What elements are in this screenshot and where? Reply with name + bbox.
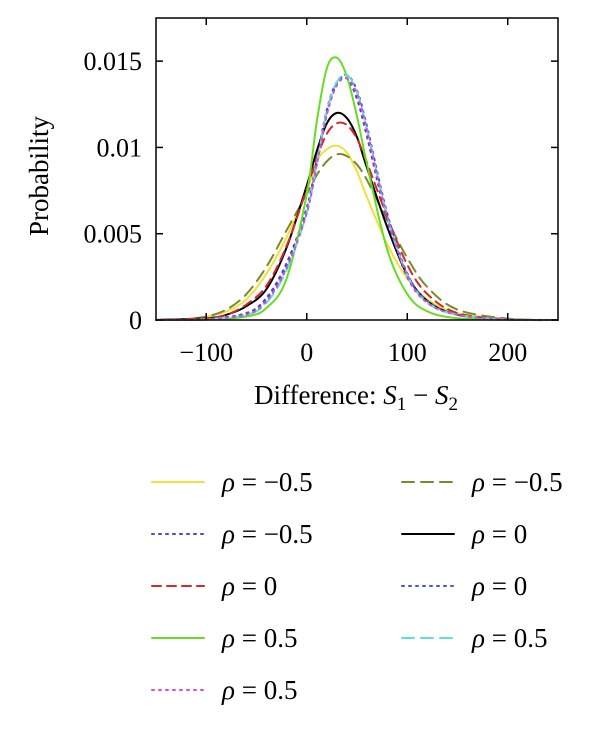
y-tick-label: 0 bbox=[129, 306, 142, 335]
x-axis-title-sub-b: 2 bbox=[448, 394, 458, 415]
series-line-8 bbox=[155, 77, 559, 322]
x-axis-title-op: − bbox=[406, 380, 435, 410]
series-line-1 bbox=[155, 152, 559, 321]
legend-rho-symbol: ρ bbox=[221, 467, 235, 497]
legend-value: = 0.5 bbox=[485, 623, 547, 653]
legend-item: ρ = −0.5 bbox=[151, 467, 313, 497]
legend-value: = 0.5 bbox=[235, 675, 297, 705]
plot-lines bbox=[155, 56, 559, 322]
y-tick-label: 0.015 bbox=[84, 47, 143, 76]
series-line-4 bbox=[155, 121, 559, 322]
legend-label: ρ = 0.5 bbox=[221, 675, 297, 705]
series-line-7 bbox=[155, 73, 559, 322]
x-axis-title-var-b: S bbox=[435, 380, 449, 410]
legend-label: ρ = −0.5 bbox=[221, 467, 313, 497]
plot-frame bbox=[155, 17, 559, 321]
legend-item: ρ = −0.5 bbox=[401, 467, 563, 497]
legend-item: ρ = 0 bbox=[151, 571, 277, 601]
legend-label: ρ = 0 bbox=[471, 571, 527, 601]
tick-labels: −100 0 100 200 0 0.005 0.01 0.015 bbox=[84, 47, 528, 367]
legend-value: = 0.5 bbox=[235, 623, 297, 653]
legend-rho-symbol: ρ bbox=[471, 467, 485, 497]
legend-item: ρ = 0 bbox=[401, 571, 527, 601]
legend-item: ρ = 0 bbox=[401, 519, 527, 549]
x-tick-label: 0 bbox=[300, 338, 313, 367]
legend-label: ρ = 0 bbox=[471, 519, 527, 549]
x-axis-title-var-a: S bbox=[383, 380, 397, 410]
series-line-0 bbox=[155, 144, 559, 321]
y-tick-label: 0.005 bbox=[84, 220, 143, 249]
y-tick-label: 0.01 bbox=[97, 133, 143, 162]
legend-item: ρ = 0.5 bbox=[151, 675, 297, 705]
legend-rho-symbol: ρ bbox=[221, 675, 235, 705]
x-tick-label: 200 bbox=[488, 338, 527, 367]
x-axis-title: Difference: S1 − S2 bbox=[254, 380, 458, 415]
x-axis-title-sub-a: 1 bbox=[397, 394, 407, 415]
legend-value: = 0 bbox=[235, 571, 277, 601]
legend-item: ρ = 0.5 bbox=[151, 623, 297, 653]
legend-label: ρ = 0.5 bbox=[471, 623, 547, 653]
legend-value: = −0.5 bbox=[485, 467, 563, 497]
y-axis-title: Probability bbox=[24, 116, 54, 236]
series-line-3 bbox=[155, 111, 559, 322]
series-line-6 bbox=[155, 56, 559, 322]
legend-label: ρ = 0 bbox=[221, 571, 277, 601]
legend-item: ρ = 0.5 bbox=[401, 623, 547, 653]
legend-value: = 0 bbox=[485, 519, 527, 549]
axis-ticks bbox=[156, 18, 558, 321]
x-axis-title-text: Difference: bbox=[254, 380, 383, 410]
legend-label: ρ = 0.5 bbox=[221, 623, 297, 653]
legend-value: = −0.5 bbox=[235, 467, 313, 497]
legend-value: = −0.5 bbox=[235, 519, 313, 549]
legend-rho-symbol: ρ bbox=[471, 519, 485, 549]
legend-label: ρ = −0.5 bbox=[221, 519, 313, 549]
legend-item: ρ = −0.5 bbox=[151, 519, 313, 549]
legend-rho-symbol: ρ bbox=[221, 571, 235, 601]
x-tick-label: 100 bbox=[388, 338, 427, 367]
legend-rho-symbol: ρ bbox=[221, 623, 235, 653]
series-line-5 bbox=[155, 73, 559, 322]
legend-rho-symbol: ρ bbox=[471, 623, 485, 653]
legend-rho-symbol: ρ bbox=[221, 519, 235, 549]
legend-value: = 0 bbox=[485, 571, 527, 601]
legend-rho-symbol: ρ bbox=[471, 571, 485, 601]
x-tick-label: −100 bbox=[179, 338, 233, 367]
legend-label: ρ = −0.5 bbox=[471, 467, 563, 497]
